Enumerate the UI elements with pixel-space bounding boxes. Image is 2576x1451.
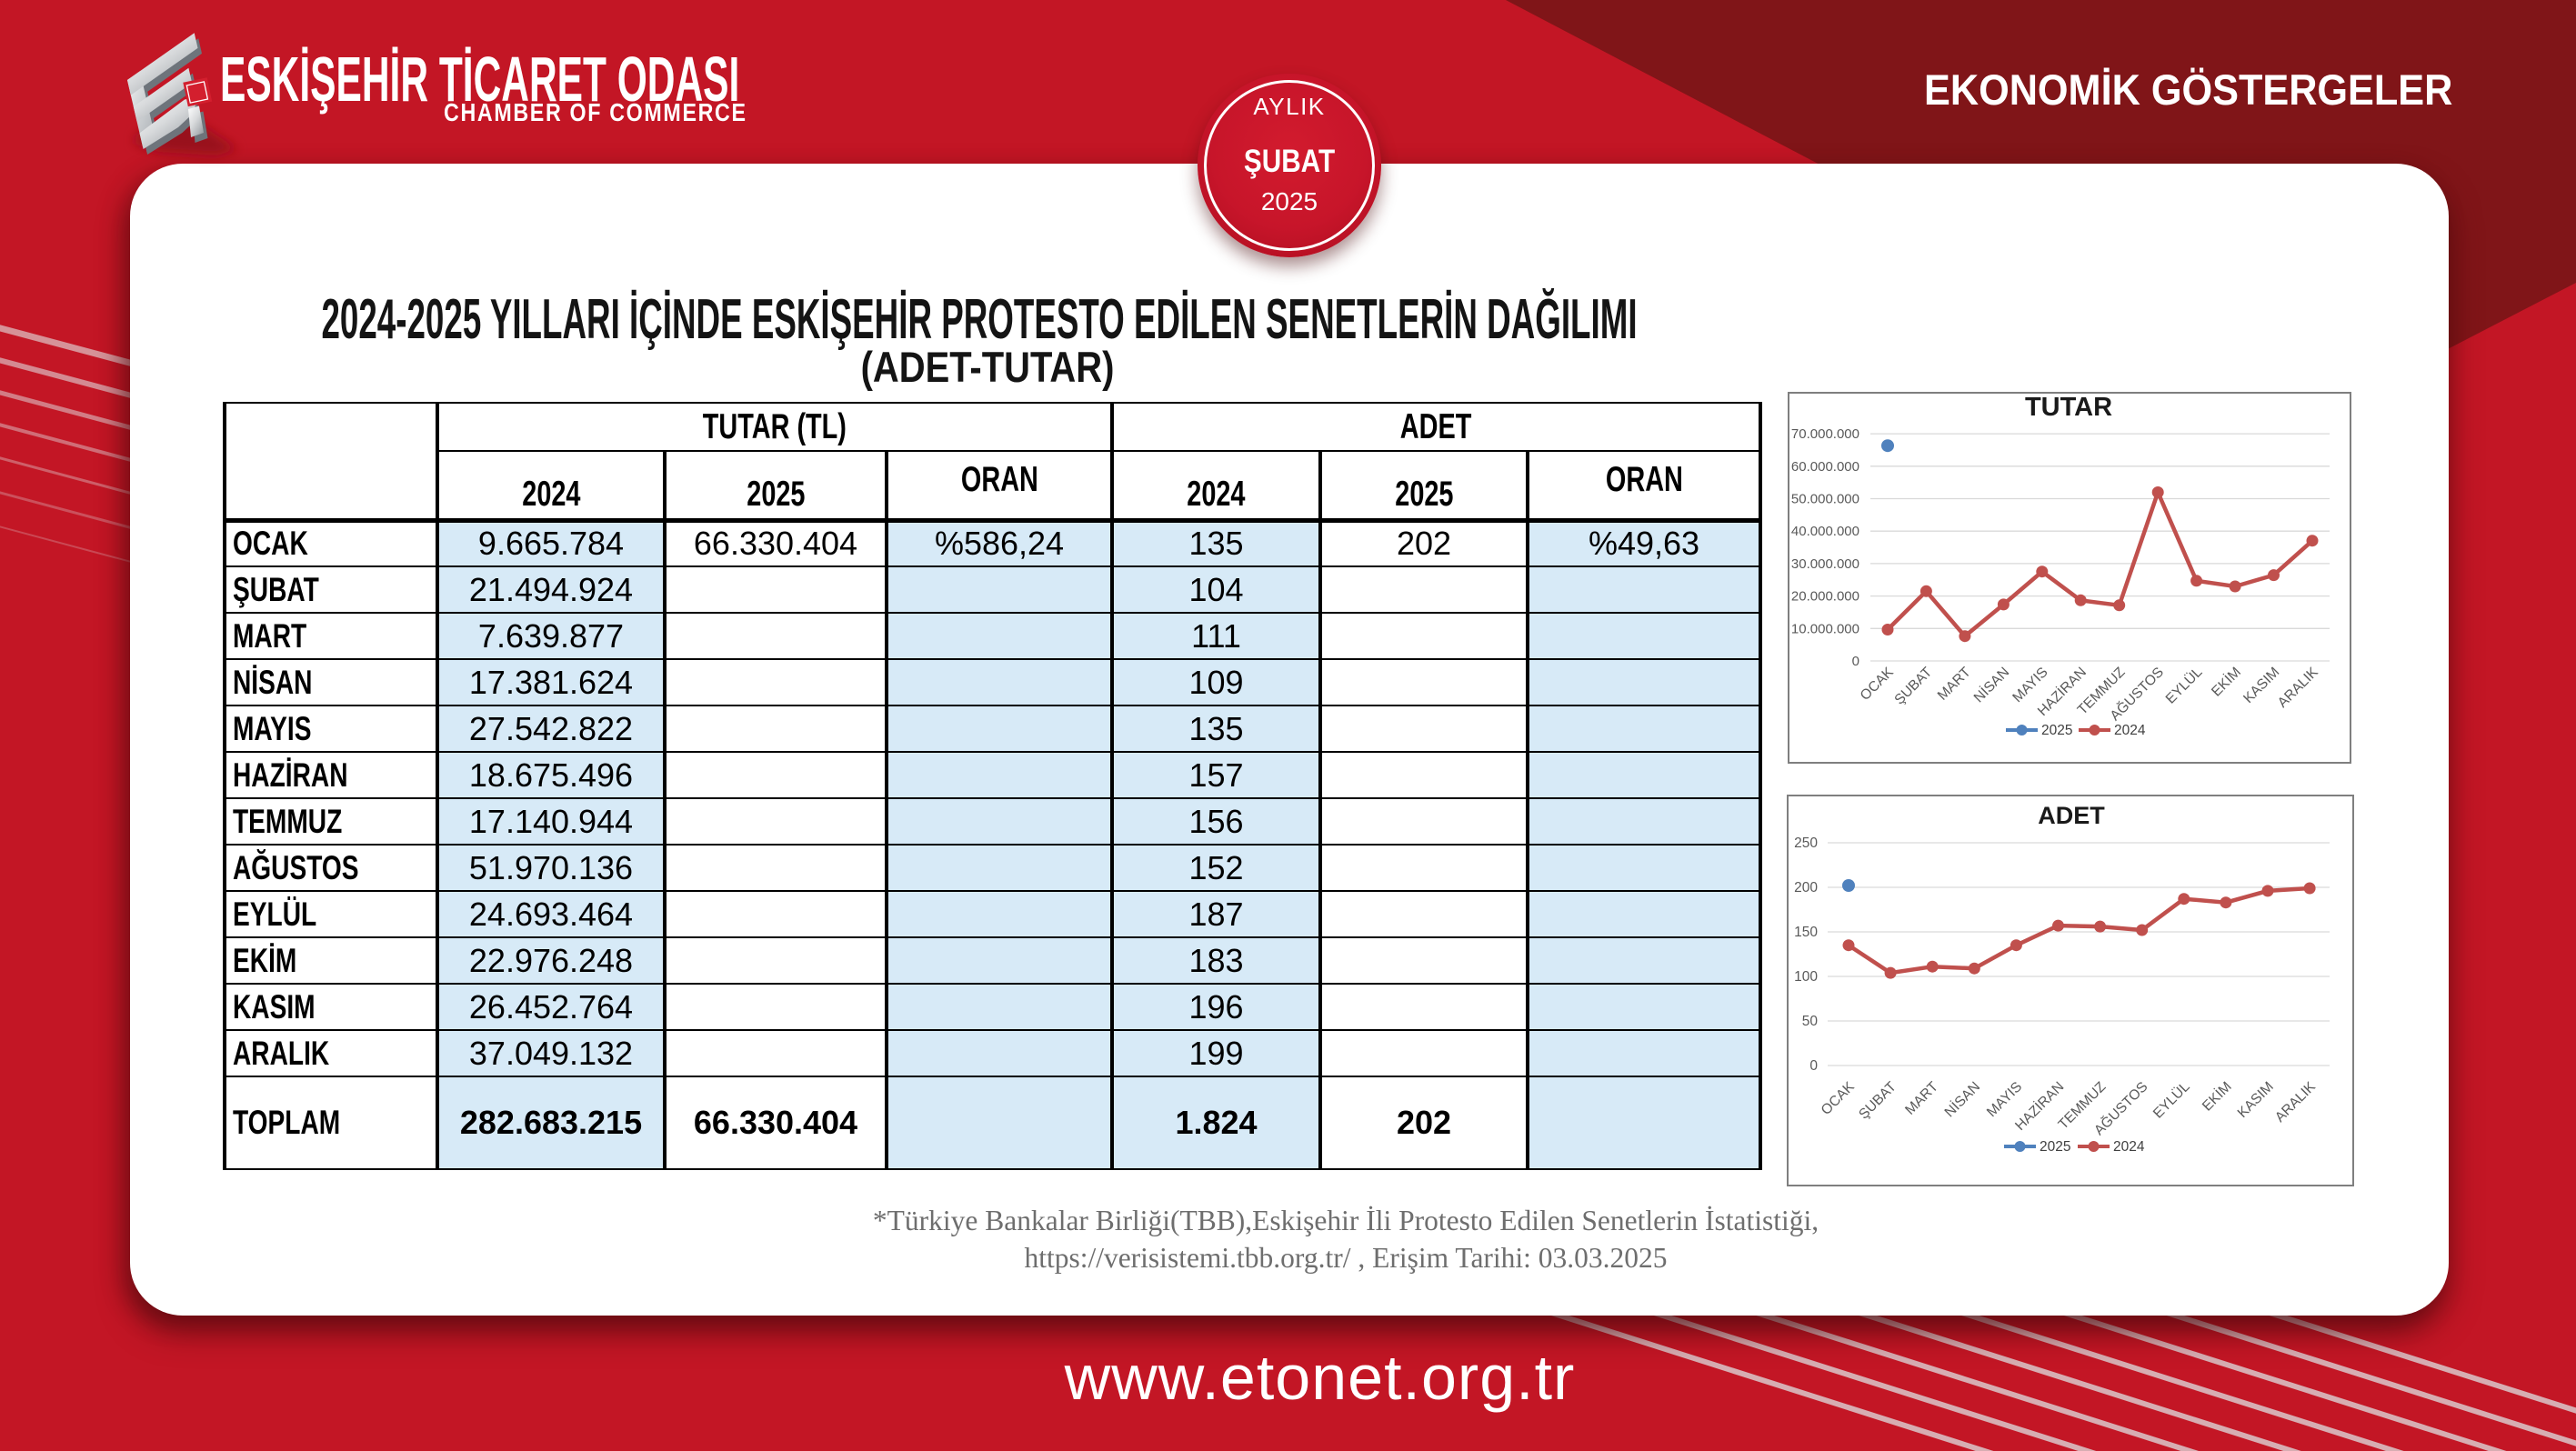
svg-text:100: 100 xyxy=(1794,969,1818,985)
svg-text:60.000.000: 60.000.000 xyxy=(1791,459,1859,475)
svg-text:2025: 2025 xyxy=(2040,1139,2070,1155)
svg-text:20.000.000: 20.000.000 xyxy=(1791,589,1859,605)
svg-text:2024: 2024 xyxy=(2114,723,2146,738)
svg-text:50.000.000: 50.000.000 xyxy=(1791,492,1859,507)
svg-text:0: 0 xyxy=(1809,1058,1818,1074)
svg-text:10.000.000: 10.000.000 xyxy=(1791,621,1859,636)
svg-text:70.000.000: 70.000.000 xyxy=(1791,426,1859,442)
svg-text:0: 0 xyxy=(1852,654,1859,669)
svg-text:250: 250 xyxy=(1794,836,1818,851)
svg-text:200: 200 xyxy=(1794,880,1818,896)
svg-text:40.000.000: 40.000.000 xyxy=(1791,524,1859,539)
svg-text:TUTAR: TUTAR xyxy=(2025,393,2112,422)
svg-text:50: 50 xyxy=(1802,1014,1819,1029)
svg-text:150: 150 xyxy=(1794,925,1818,940)
svg-text:2024: 2024 xyxy=(2113,1139,2145,1155)
svg-text:2025: 2025 xyxy=(2041,723,2072,738)
svg-text:30.000.000: 30.000.000 xyxy=(1791,556,1859,572)
svg-text:ADET: ADET xyxy=(2038,802,2105,829)
